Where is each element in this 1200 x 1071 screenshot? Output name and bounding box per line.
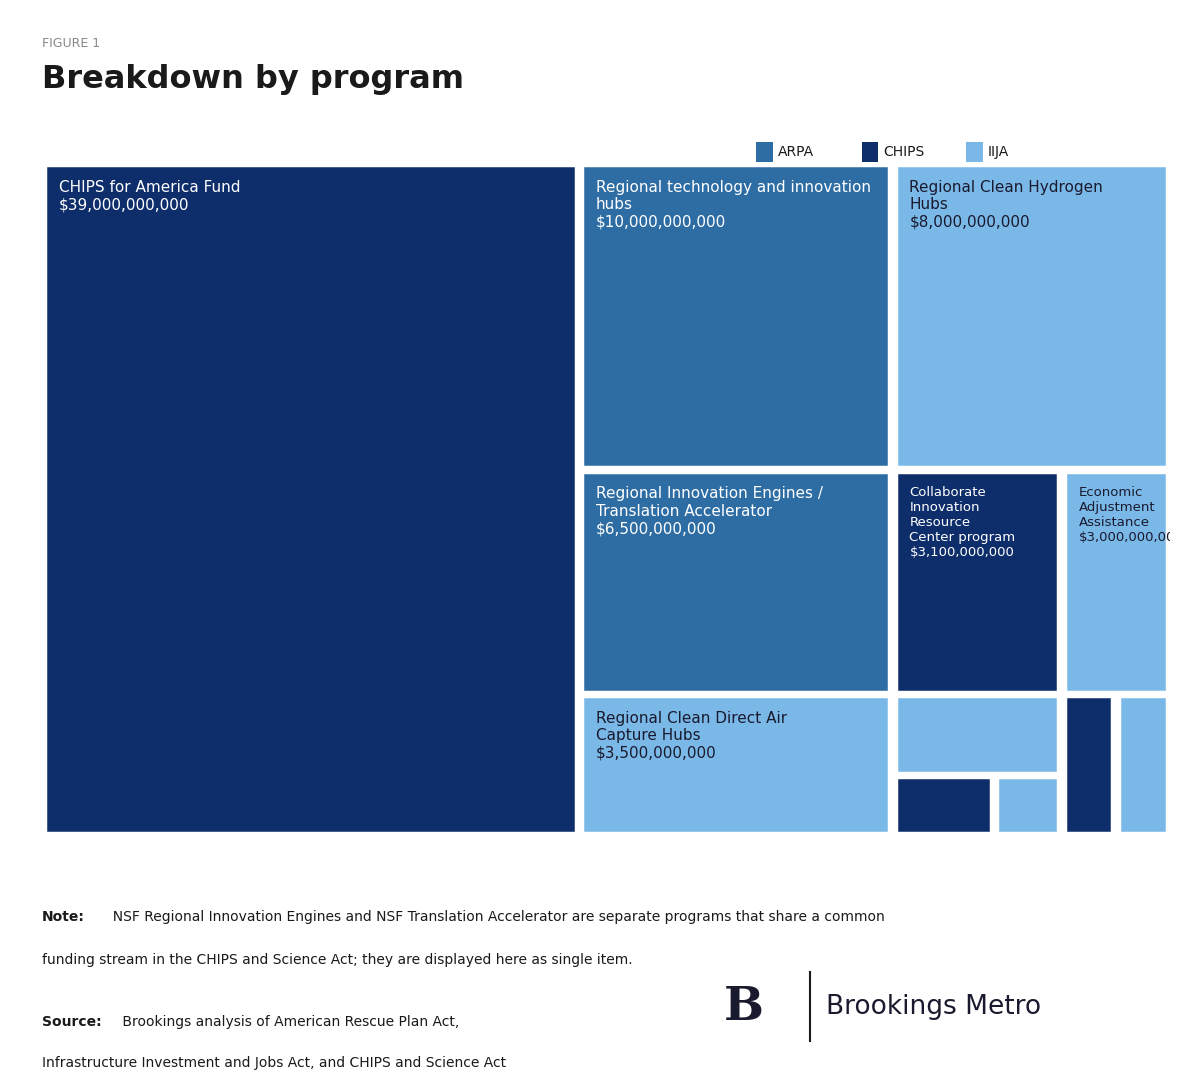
FancyBboxPatch shape: [896, 471, 1058, 692]
Text: Brookings analysis of American Rescue Plan Act,: Brookings analysis of American Rescue Pl…: [118, 1015, 458, 1029]
Text: CHIPS for America Fund
$39,000,000,000: CHIPS for America Fund $39,000,000,000: [59, 180, 240, 212]
FancyBboxPatch shape: [896, 776, 991, 833]
FancyBboxPatch shape: [1120, 696, 1166, 833]
Text: Collaborate
Innovation
Resource
Center program
$3,100,000,000: Collaborate Innovation Resource Center p…: [910, 486, 1015, 559]
Text: Source:: Source:: [42, 1015, 102, 1029]
Text: Breakdown by program: Breakdown by program: [42, 64, 464, 95]
Text: Regional Innovation Engines /
Translation Accelerator
$6,500,000,000: Regional Innovation Engines / Translatio…: [596, 486, 823, 537]
Text: Note:: Note:: [42, 910, 85, 924]
FancyBboxPatch shape: [46, 165, 576, 833]
Text: IIJA: IIJA: [988, 145, 1009, 160]
FancyBboxPatch shape: [582, 165, 889, 467]
FancyBboxPatch shape: [582, 471, 889, 692]
FancyBboxPatch shape: [582, 696, 889, 833]
Text: Economic
Adjustment
Assistance
$3,000,000,000: Economic Adjustment Assistance $3,000,00…: [1079, 486, 1183, 544]
Text: Brookings Metro: Brookings Metro: [826, 994, 1040, 1020]
Text: NSF Regional Innovation Engines and NSF Translation Accelerator are separate pro: NSF Regional Innovation Engines and NSF …: [104, 910, 886, 924]
Text: FIGURE 1: FIGURE 1: [42, 37, 100, 50]
Text: CHIPS: CHIPS: [883, 145, 924, 160]
Text: funding stream in the CHIPS and Science Act; they are displayed here as single i: funding stream in the CHIPS and Science …: [42, 953, 632, 967]
FancyBboxPatch shape: [997, 776, 1058, 833]
FancyBboxPatch shape: [896, 165, 1166, 467]
Text: Infrastructure Investment and Jobs Act, and CHIPS and Science Act: Infrastructure Investment and Jobs Act, …: [42, 1056, 506, 1070]
Text: ARPA: ARPA: [778, 145, 814, 160]
Text: B: B: [724, 984, 764, 1029]
Text: Regional technology and innovation
hubs
$10,000,000,000: Regional technology and innovation hubs …: [596, 180, 871, 229]
FancyBboxPatch shape: [1066, 696, 1112, 833]
FancyBboxPatch shape: [1066, 471, 1166, 692]
Text: Regional Clean Hydrogen
Hubs
$8,000,000,000: Regional Clean Hydrogen Hubs $8,000,000,…: [910, 180, 1103, 229]
Text: Regional Clean Direct Air
Capture Hubs
$3,500,000,000: Regional Clean Direct Air Capture Hubs $…: [596, 711, 787, 760]
FancyBboxPatch shape: [896, 696, 1058, 773]
